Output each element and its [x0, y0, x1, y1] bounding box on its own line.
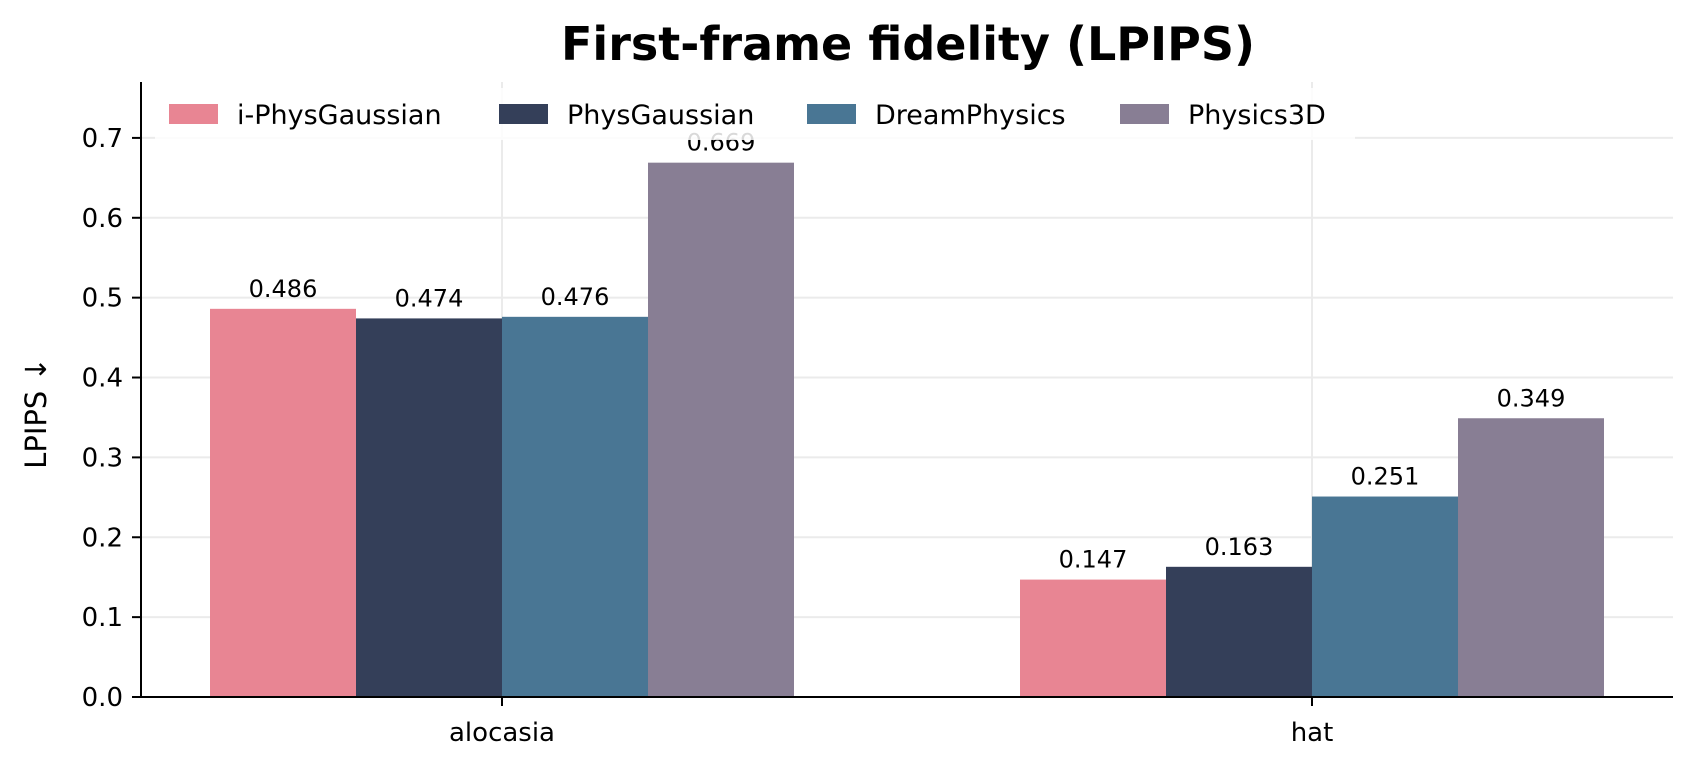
data-label: 0.476: [541, 283, 610, 311]
x-tick-label: hat: [1291, 718, 1334, 748]
y-tick-label: 0.7: [82, 124, 123, 154]
legend-label: Physics3D: [1188, 100, 1326, 131]
data-label: 0.349: [1497, 384, 1566, 412]
legend-label: i-PhysGaussian: [237, 100, 442, 131]
bar-dreamphysics-alocasia: [502, 316, 648, 697]
legend: i-PhysGaussian PhysGaussian DreamPhysics Ph…: [155, 88, 1355, 140]
y-tick-label: 0.0: [82, 683, 123, 713]
legend-swatch: [807, 104, 856, 124]
chart-title: First-frame fidelity (LPIPS): [561, 17, 1255, 71]
y-tick-label: 0.3: [82, 443, 123, 473]
y-tick-label: 0.2: [82, 523, 123, 553]
data-label: 0.147: [1059, 546, 1128, 574]
data-label: 0.474: [395, 284, 464, 312]
y-axis-label: LPIPS ↓: [19, 357, 53, 469]
bars: [210, 162, 1604, 698]
bar-physgaussian-hat: [1166, 566, 1312, 697]
legend-swatch: [1120, 104, 1169, 124]
bar-physics3d-alocasia: [648, 162, 794, 698]
legend-label: DreamPhysics: [875, 100, 1066, 131]
bar-physics3d-hat: [1458, 418, 1604, 697]
bar-dreamphysics-hat: [1312, 496, 1458, 697]
data-label: 0.163: [1205, 533, 1274, 561]
y-tick-label: 0.1: [82, 603, 123, 633]
bar-physgaussian-alocasia: [356, 318, 502, 697]
legend-swatch: [169, 104, 218, 124]
legend-swatch: [499, 104, 548, 124]
y-tick-label: 0.4: [82, 364, 123, 394]
bar-i-physgaussian-hat: [1020, 579, 1166, 697]
y-tick-label: 0.5: [82, 284, 123, 314]
data-label: 0.486: [249, 275, 318, 303]
bar-i-physgaussian-alocasia: [210, 308, 356, 697]
data-label: 0.251: [1351, 463, 1420, 491]
x-tick-label: alocasia: [449, 718, 555, 748]
y-tick-label: 0.6: [82, 204, 123, 234]
axes: 0.0 0.1 0.2 0.3 0.4 0.5 0.6 0.7 alocasia hat: [82, 82, 1673, 748]
legend-label: PhysGaussian: [567, 100, 754, 131]
